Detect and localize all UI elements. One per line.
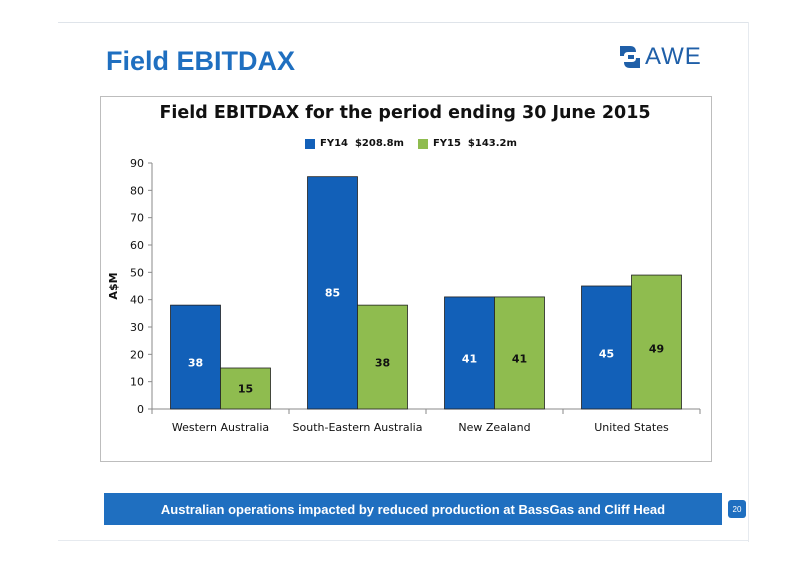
y-tick-label: 70: [130, 212, 144, 225]
page-number: 20: [728, 500, 746, 518]
y-tick-label: 30: [130, 321, 144, 334]
data-label: 45: [599, 348, 614, 361]
legend-swatch-fy15: [417, 138, 428, 149]
bar-fy15: [494, 296, 545, 410]
y-tick-label: 0: [137, 403, 144, 416]
x-tick-label: New Zealand: [458, 421, 530, 434]
data-label: 38: [375, 356, 390, 369]
data-label: 85: [325, 287, 340, 300]
y-tick-label: 80: [130, 184, 144, 197]
y-tick-label: 20: [130, 348, 144, 361]
logo-text: AWE: [645, 43, 702, 70]
y-axis-title: A$M: [107, 272, 120, 299]
data-label: 41: [512, 353, 527, 366]
awe-logo-icon: [620, 46, 640, 68]
summary-banner: Australian operations impacted by reduce…: [104, 493, 722, 525]
page-title: Field EBITDAX: [106, 46, 296, 76]
legend-item-fy14: FY14 $208.8m: [305, 138, 404, 149]
y-tick-label: 60: [130, 239, 144, 252]
data-label: 15: [238, 383, 253, 396]
bar-fy15: [220, 367, 271, 410]
bar-fy15: [357, 304, 408, 410]
legend-label-fy15: FY15 $143.2m: [432, 138, 517, 149]
y-tick-label: 90: [130, 157, 144, 170]
data-label: 38: [188, 356, 203, 369]
x-tick-label: Western Australia: [172, 421, 269, 434]
y-tick-label: 40: [130, 294, 144, 307]
right-divider: [748, 22, 749, 542]
bar-fy14: [170, 304, 221, 410]
chart-title: Field EBITDAX for the period ending 30 J…: [159, 103, 651, 123]
data-label: 49: [649, 343, 664, 356]
chart-legend: FY14 $208.8m FY15 $143.2m: [305, 138, 517, 149]
bar-fy14: [581, 285, 632, 410]
x-tick-label: United States: [594, 421, 669, 434]
bottom-divider: [58, 540, 748, 541]
bar-fy14: [444, 296, 495, 410]
bar-fy14: [307, 176, 358, 410]
top-divider: [58, 22, 748, 23]
legend-swatch-fy14: [305, 138, 315, 149]
y-tick-label: 10: [130, 376, 144, 389]
legend-item-fy15: FY15 $143.2m: [417, 138, 517, 149]
x-tick-label: South-Eastern Australia: [293, 421, 423, 434]
bar-chart: 0 10 20 30 40 50 60 70 80 90 A$M Western Australia 3…: [107, 157, 701, 434]
bar-fy15: [631, 274, 682, 410]
legend-label-fy14: FY14 $208.8m: [320, 138, 404, 149]
data-label: 41: [462, 353, 477, 366]
y-tick-label: 50: [130, 266, 144, 279]
